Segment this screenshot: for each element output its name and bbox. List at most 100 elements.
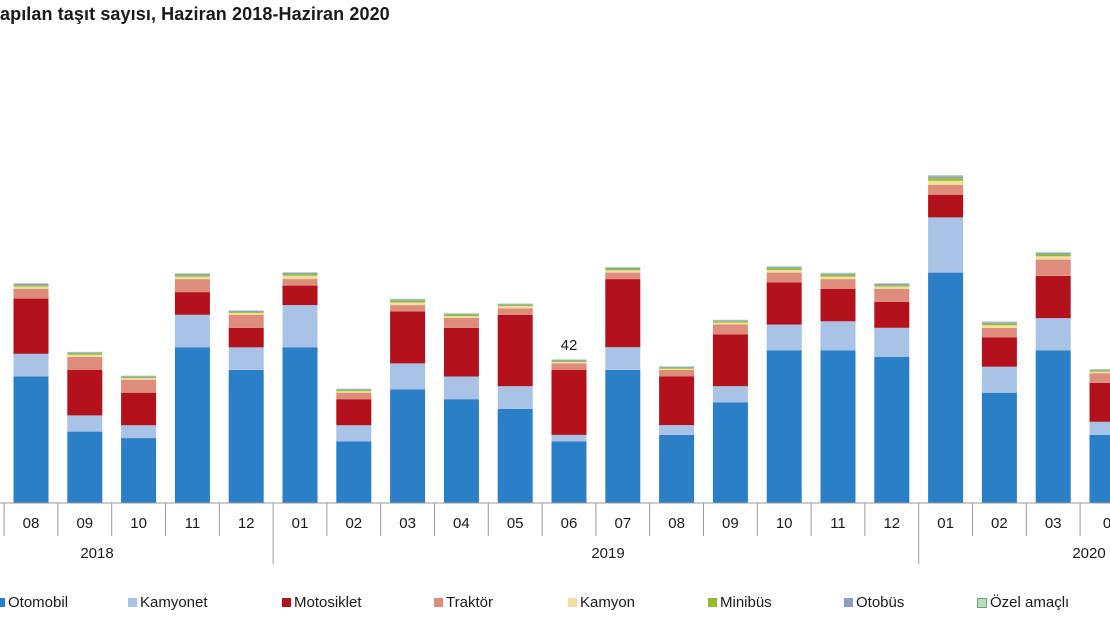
bar-segment-minibüs: [67, 353, 103, 355]
legend-item: Motosiklet: [282, 594, 362, 611]
bar-segment-otomobil: [874, 357, 910, 503]
bar-segment-motosiklet: [659, 376, 695, 426]
x-tick-label: 0: [1103, 515, 1110, 532]
bar-segment-otobüs: [659, 366, 695, 368]
year-label: 2020: [1072, 545, 1105, 562]
bar-segment-motosiklet: [928, 194, 964, 218]
bar-segment-otobüs: [282, 272, 318, 275]
bar-segment-otomobil: [605, 370, 641, 503]
bar-segment-motosiklet: [766, 282, 802, 325]
bar-segment-özel-amaçlı: [336, 388, 372, 390]
bar-segment-motosiklet: [121, 392, 157, 426]
bar-segment-özel-amaçlı: [551, 359, 587, 360]
bar-segment-minibüs: [282, 274, 318, 276]
bar-segment-minibüs: [13, 285, 49, 287]
bar-segment-minibüs: [443, 314, 479, 317]
bar-segment-motosiklet: [605, 279, 641, 348]
x-tick-label: 12: [883, 515, 900, 532]
bar-segment-traktör: [336, 392, 372, 400]
bar-segment-otobüs: [497, 304, 533, 306]
x-tick-label: 01: [937, 515, 954, 532]
legend-swatch: [434, 598, 443, 607]
legend-item: Otobüs: [844, 594, 904, 611]
chart-title: apılan taşıt sayısı, Haziran 2018-Hazira…: [0, 4, 390, 24]
legend-swatch: [844, 598, 853, 607]
bar-segment-motosiklet: [282, 285, 318, 306]
bar-segment-özel-amaçlı: [390, 298, 426, 300]
bar-segment-otomobil: [712, 402, 748, 503]
bar-segment-motosiklet: [443, 327, 479, 377]
bar-segment-özel-amaçlı: [820, 272, 856, 274]
x-tick-label: 01: [292, 515, 309, 532]
legend-item: Otomobil: [0, 594, 68, 611]
bar-segment-motosiklet: [981, 337, 1017, 367]
bar-segment-traktör: [820, 279, 856, 289]
bar-segment-özel-amaçlı: [874, 283, 910, 284]
bar-segment-otobüs: [1035, 252, 1071, 255]
bar-segment-otomobil: [820, 350, 856, 503]
bar-stack: [874, 283, 910, 503]
bar-segment-traktör: [282, 279, 318, 286]
legend-label: Motosiklet: [294, 594, 362, 611]
bar-segment-traktör: [390, 305, 426, 312]
bar-segment-kamyon: [551, 361, 587, 364]
bar-segment-otomobil: [497, 408, 533, 503]
bar-segment-otobüs: [605, 267, 641, 269]
bar-stack: [1035, 251, 1071, 503]
bar-segment-özel-amaçlı: [67, 351, 103, 353]
bar-segment-otomobil: [1035, 350, 1071, 503]
bar-segment-motosiklet: [497, 314, 533, 387]
legend-swatch: [0, 598, 5, 607]
bar-segment-özel-amaçlı: [174, 272, 210, 274]
bar-segment-otomobil: [659, 434, 695, 503]
bar-segment-otomobil: [13, 376, 49, 503]
bar-stack: [121, 375, 157, 503]
legend-item: Traktör: [434, 594, 493, 611]
bar-segment-özel-amaçlı: [659, 366, 695, 367]
bar-segment-kamyonet: [766, 324, 802, 351]
x-tick-label: 12: [238, 515, 255, 532]
bar-stack: [174, 272, 210, 503]
bar-segment-kamyon: [228, 312, 264, 315]
bar-segment-kamyonet: [497, 386, 533, 409]
bar-segment-otobüs: [874, 284, 910, 286]
bar-segment-özel-amaçlı: [121, 375, 157, 377]
x-tick-label: 10: [776, 515, 793, 532]
bar-segment-otomobil: [282, 347, 318, 503]
bar-segment-motosiklet: [1035, 275, 1071, 319]
bar-segment-motosiklet: [1089, 382, 1110, 422]
bar-segment-kamyon: [121, 378, 157, 380]
bar-segment-traktör: [443, 318, 479, 328]
legend-label: Kamyonet: [140, 594, 208, 611]
bar-segment-motosiklet: [174, 292, 210, 315]
bar-segment-otobüs: [390, 299, 426, 301]
x-tick-label: 08: [668, 515, 685, 532]
bar-segment-traktör: [981, 327, 1017, 338]
bar-segment-minibüs: [766, 268, 802, 270]
x-tick-label: 05: [507, 515, 524, 532]
bar-segment-traktör: [928, 185, 964, 195]
bar-segment-kamyonet: [981, 366, 1017, 393]
bar-segment-otomobil: [174, 347, 210, 503]
bar-segment-traktör: [174, 279, 210, 293]
bar-segment-minibüs: [605, 269, 641, 271]
bar-segment-motosiklet: [874, 301, 910, 328]
legend-label: Traktör: [446, 594, 493, 611]
bar-segment-özel-amaçlı: [928, 174, 964, 177]
legend-item: Minibüs: [708, 594, 772, 611]
year-label: 2018: [80, 545, 113, 562]
bar-segment-traktör: [659, 370, 695, 377]
bar-stack: [67, 351, 103, 503]
bar-segment-özel-amaçlı: [497, 303, 533, 305]
bar-segment-kamyon: [13, 286, 49, 289]
bar-segment-traktör: [605, 272, 641, 280]
bar-segment-minibüs: [228, 311, 264, 313]
bar-segment-otobüs: [1089, 369, 1110, 371]
bar-segment-minibüs: [659, 367, 695, 369]
bar-segment-kamyonet: [282, 305, 318, 348]
bar-stack: [981, 321, 1017, 503]
bar-segment-otomobil: [67, 431, 103, 503]
bar-segment-kamyon: [766, 270, 802, 273]
bar-segment-motosiklet: [712, 334, 748, 387]
